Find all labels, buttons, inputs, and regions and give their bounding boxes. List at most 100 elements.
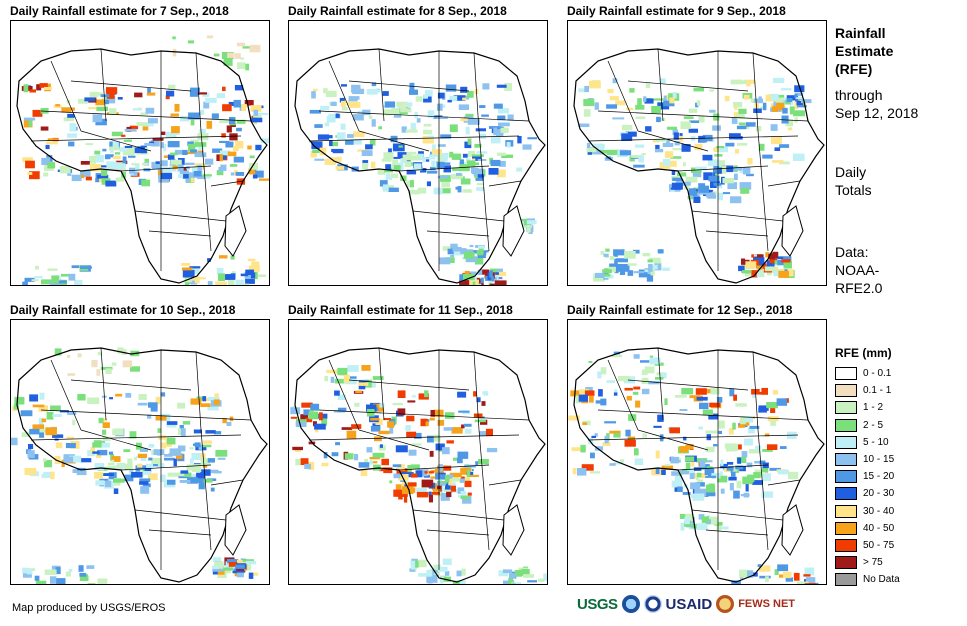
rainfall-cell bbox=[783, 261, 792, 269]
rainfall-cell bbox=[731, 117, 738, 124]
rainfall-cell bbox=[413, 163, 422, 171]
rainfall-cell bbox=[68, 141, 75, 147]
rainfall-cell bbox=[385, 173, 390, 179]
rainfall-cell bbox=[95, 480, 105, 486]
rainfall-cell bbox=[387, 156, 392, 162]
rainfall-cell bbox=[229, 164, 238, 167]
country-border bbox=[691, 509, 784, 521]
rainfall-cell bbox=[444, 474, 450, 483]
rainfall-cell bbox=[94, 471, 103, 479]
rainfall-cell bbox=[728, 476, 737, 481]
rainfall-cell bbox=[97, 351, 102, 356]
rainfall-cell bbox=[136, 122, 148, 127]
rainfall-cell bbox=[462, 189, 472, 193]
rainfall-cell bbox=[694, 143, 703, 151]
rainfall-cell bbox=[779, 144, 790, 148]
rainfall-cell bbox=[782, 571, 792, 579]
rainfall-cell bbox=[365, 144, 373, 150]
rainfall-cell bbox=[295, 421, 307, 427]
rainfall-cell bbox=[685, 462, 691, 470]
rainfall-cell bbox=[756, 265, 763, 270]
rainfall-cell bbox=[698, 115, 705, 123]
rainfall-cell bbox=[736, 456, 747, 463]
rainfall-cell bbox=[200, 403, 211, 407]
rainfall-cell bbox=[480, 419, 488, 425]
rainfall-cell bbox=[175, 453, 183, 459]
rainfall-cell bbox=[216, 170, 224, 176]
rainfall-cell bbox=[253, 114, 262, 118]
rainfall-cell bbox=[112, 141, 119, 147]
rainfall-cell bbox=[41, 418, 47, 423]
rainfall-cell bbox=[681, 469, 690, 472]
rainfall-cell bbox=[180, 428, 186, 437]
rainfall-cell bbox=[106, 466, 115, 470]
rainfall-cell bbox=[177, 445, 186, 452]
rainfall-cell bbox=[704, 467, 715, 475]
rainfall-cell bbox=[736, 480, 742, 489]
rainfall-cell bbox=[213, 53, 220, 57]
rainfall-cell bbox=[442, 188, 451, 194]
rainfall-cell bbox=[203, 101, 210, 109]
country-border bbox=[348, 379, 470, 391]
rainfall-cell bbox=[674, 460, 681, 463]
rainfall-cell bbox=[705, 430, 718, 434]
rainfall-cell bbox=[709, 89, 714, 92]
rainfall-cell bbox=[782, 107, 788, 114]
country-border bbox=[200, 429, 212, 551]
rainfall-cell bbox=[760, 106, 765, 110]
rainfall-cell bbox=[457, 451, 469, 459]
rainfall-cell bbox=[21, 432, 31, 437]
rainfall-cell bbox=[679, 409, 688, 411]
rainfall-cell bbox=[429, 154, 439, 157]
rainfall-cell bbox=[448, 478, 453, 485]
rainfall-cell bbox=[152, 138, 164, 141]
rainfall-map bbox=[567, 319, 827, 585]
rainfall-cell bbox=[634, 144, 645, 148]
rainfall-cell bbox=[406, 431, 417, 438]
rainfall-cell bbox=[432, 144, 436, 152]
rainfall-cell bbox=[397, 464, 405, 471]
rainfall-cell bbox=[167, 472, 179, 477]
rainfall-cell bbox=[77, 394, 86, 401]
rainfall-cell bbox=[418, 393, 429, 400]
rainfall-cell bbox=[244, 104, 249, 108]
rainfall-cell bbox=[193, 429, 202, 434]
rainfall-cell bbox=[712, 125, 721, 131]
rainfall-cell bbox=[129, 167, 138, 174]
rainfall-cell bbox=[65, 443, 76, 449]
map-canvas bbox=[16, 35, 269, 285]
rainfall-cell bbox=[662, 159, 671, 166]
rainfall-cell bbox=[732, 468, 737, 472]
rainfall-cell bbox=[226, 125, 232, 133]
rainfall-cell bbox=[42, 458, 47, 462]
rainfall-cell bbox=[382, 109, 393, 116]
country-border bbox=[767, 479, 801, 486]
rainfall-cell bbox=[197, 92, 207, 95]
rainfall-cell bbox=[458, 104, 469, 110]
rainfall-cell bbox=[437, 566, 448, 572]
rainfall-cell bbox=[172, 36, 176, 40]
rainfall-cell bbox=[662, 142, 674, 147]
rainfall-cell bbox=[475, 177, 484, 181]
country-border bbox=[70, 379, 192, 391]
rainfall-cell bbox=[199, 277, 206, 280]
rainfall-cell bbox=[24, 468, 37, 475]
rainfall-cell bbox=[743, 79, 756, 84]
rainfall-cell bbox=[396, 101, 408, 107]
rainfall-cell bbox=[146, 463, 154, 469]
rainfall-cell bbox=[757, 564, 762, 567]
rainfall-cell bbox=[734, 106, 738, 110]
rainfall-cell bbox=[600, 150, 608, 154]
rainfall-cell bbox=[749, 425, 760, 429]
rainfall-cell bbox=[602, 269, 612, 274]
rainfall-cell bbox=[752, 393, 757, 398]
rainfall-cell bbox=[160, 142, 164, 149]
country-border bbox=[378, 347, 385, 421]
rainfall-cell bbox=[364, 458, 368, 465]
rainfall-cell bbox=[780, 88, 792, 91]
rainfall-cell bbox=[205, 176, 211, 179]
country-border bbox=[752, 351, 759, 431]
legend-swatch bbox=[835, 487, 857, 501]
rainfall-cell bbox=[770, 103, 775, 109]
